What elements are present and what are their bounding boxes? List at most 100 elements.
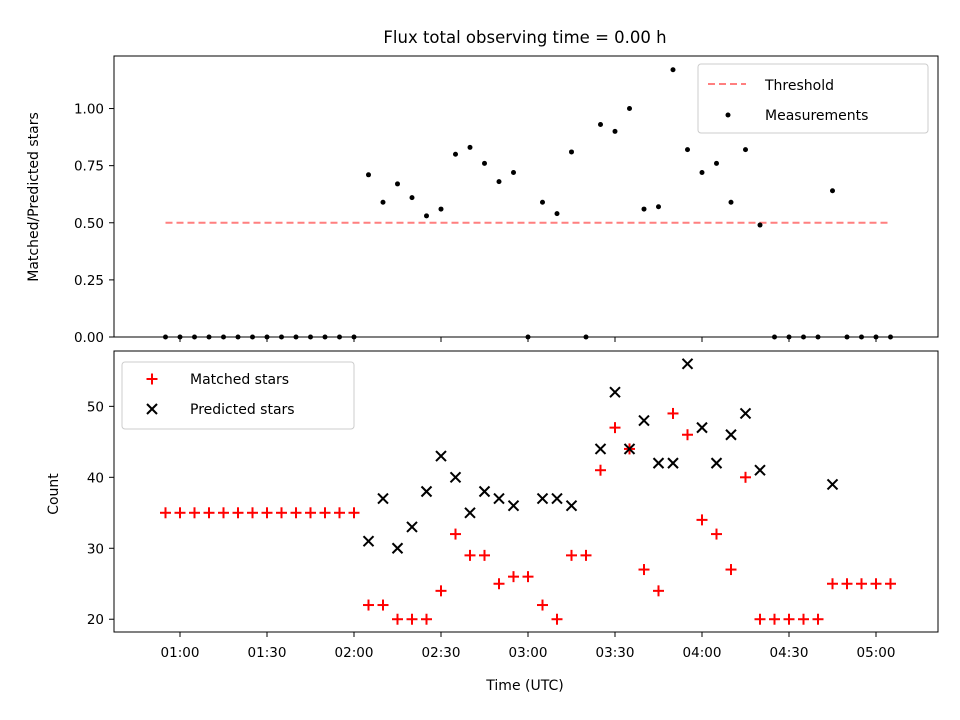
matched-point	[305, 507, 316, 519]
measurement-point	[786, 334, 792, 340]
legend-matched-label: Matched stars	[190, 372, 289, 388]
predicted-point	[449, 471, 462, 484]
measurement-point	[467, 144, 473, 150]
ratio-y-ticks: 0.00 0.25 0.50 0.75 1.00	[74, 102, 114, 346]
count-plot-frame	[113, 350, 939, 633]
legend-predicted-marker	[146, 403, 158, 415]
matched-point	[566, 549, 577, 561]
predicted-point	[667, 457, 679, 469]
count-x-ticks: 01:00 01:30 02:00 02:30 03:00 03:30 04:00 04:30…	[161, 632, 896, 661]
count-y-axis-label: Count	[46, 473, 62, 515]
measurement-point	[743, 147, 748, 153]
predicted-point	[565, 499, 578, 512]
measurement-point	[366, 172, 371, 178]
measurement-point	[279, 334, 284, 340]
x-tick-label: 02:30	[422, 645, 461, 661]
count-y-tick-label: 20	[87, 612, 104, 628]
measurement-point	[453, 151, 458, 157]
measurement-points	[163, 67, 893, 340]
measurement-point	[685, 147, 690, 153]
predicted-point	[420, 485, 433, 498]
matched-point	[363, 599, 374, 611]
predicted-point	[536, 492, 549, 505]
matched-point	[740, 471, 751, 483]
measurement-point	[496, 179, 502, 185]
matched-point	[435, 585, 447, 597]
predicted-point	[507, 499, 520, 512]
matched-point	[725, 564, 737, 576]
measurement-point	[482, 160, 487, 166]
legend-measurements-label: Measurements	[765, 108, 868, 124]
matched-point	[493, 578, 505, 590]
matched-point	[450, 528, 461, 540]
legend-matched-marker	[146, 373, 158, 385]
matched-point	[392, 613, 403, 625]
matched-point	[667, 407, 679, 419]
x-tick-label: 05:00	[857, 645, 896, 661]
predicted-point	[594, 443, 607, 455]
measurement-point	[525, 334, 531, 340]
matched-points	[160, 407, 896, 625]
measurement-point	[395, 181, 400, 187]
matched-point	[653, 585, 664, 597]
measurement-point	[830, 188, 835, 194]
matched-point	[479, 549, 490, 561]
measurement-point	[873, 334, 879, 340]
predicted-point	[464, 507, 476, 519]
predicted-point	[377, 492, 389, 505]
measurement-point	[554, 211, 560, 217]
ratio-y-tick-label: 0.50	[74, 216, 104, 232]
measurement-point	[641, 206, 647, 212]
predicted-point	[696, 421, 708, 434]
matched-point	[696, 514, 708, 526]
matched-point	[537, 599, 548, 611]
matched-point	[174, 507, 186, 519]
x-tick-label: 01:30	[248, 645, 287, 661]
predicted-point	[681, 358, 694, 370]
predicted-point	[362, 535, 375, 547]
measurement-point	[540, 199, 545, 205]
measurement-point	[235, 334, 241, 340]
measurement-point	[583, 334, 589, 340]
predicted-point	[406, 521, 418, 533]
predicted-point	[739, 407, 752, 420]
legend-predicted-swatch	[146, 403, 158, 415]
matched-point	[334, 507, 345, 519]
x-tick-label: 04:00	[683, 645, 722, 661]
measurement-point	[656, 204, 661, 210]
x-tick-label: 03:30	[596, 645, 635, 661]
matched-point	[798, 613, 809, 625]
matched-point	[276, 507, 287, 519]
matched-point	[522, 571, 534, 583]
matched-point	[203, 507, 215, 519]
predicted-point	[638, 414, 650, 427]
measurement-point	[192, 334, 197, 340]
ratio-y-tick-label: 0.25	[74, 273, 104, 289]
matched-point	[290, 507, 302, 519]
measurement-point	[511, 170, 516, 176]
ratio-legend: Threshold Measurements	[697, 63, 929, 134]
matched-point	[508, 571, 519, 583]
predicted-point	[623, 443, 636, 455]
predicted-point	[754, 464, 766, 476]
matched-point	[160, 507, 171, 519]
matched-point	[464, 549, 476, 561]
measurement-point	[322, 334, 328, 340]
predicted-point	[652, 457, 665, 469]
matched-point	[841, 578, 853, 590]
matched-point	[638, 564, 650, 576]
matched-point	[377, 599, 389, 611]
matched-point	[885, 578, 896, 590]
predicted-point	[435, 450, 447, 462]
predicted-point	[478, 485, 491, 498]
matched-point	[827, 578, 838, 590]
measurement-point	[801, 334, 806, 340]
chart-title: Flux total observing time = 0.00 h	[383, 28, 666, 47]
measurement-point	[250, 334, 255, 340]
x-tick-label: 04:30	[770, 645, 809, 661]
matched-point	[870, 578, 882, 590]
predicted-points	[362, 358, 839, 554]
measurement-point	[264, 334, 270, 340]
